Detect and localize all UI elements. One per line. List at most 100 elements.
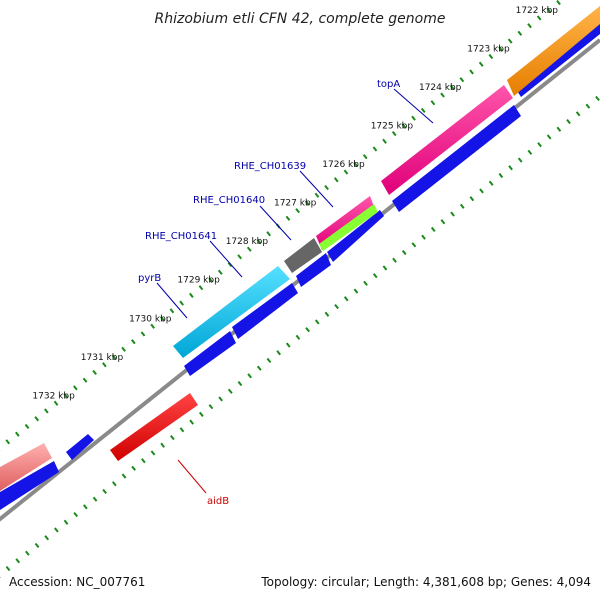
scale-tick — [83, 504, 88, 510]
scale-tick — [247, 373, 252, 379]
scale-tick — [372, 273, 378, 279]
scale-tick — [25, 550, 30, 556]
scale-tick — [179, 300, 184, 306]
scale-tick — [131, 339, 136, 345]
gene-label-RHE_CH01641: RHE_CH01641 — [145, 231, 217, 242]
scale-tick — [517, 157, 523, 163]
tick-label: 1724 kbp — [419, 83, 462, 93]
scale-tick — [440, 92, 445, 98]
tick-label: 1726 kbp — [322, 160, 365, 170]
gene-block-orange — [507, 6, 600, 96]
scale-tick — [392, 257, 397, 263]
scale-tick — [237, 254, 242, 260]
gene-labels: topA RHE_CH01639 RHE_CH01640 RHE_CH01641… — [138, 79, 400, 507]
forward-strand-features — [0, 6, 600, 491]
scale-tick — [73, 385, 78, 391]
scale-tick — [150, 450, 156, 456]
genome-summary-text: Topology: circular; Length: 4,381,608 bp… — [260, 575, 591, 589]
tick-label: 1723 kbp — [467, 45, 510, 55]
scale-tick — [372, 146, 378, 152]
accession-text: Accession: NC_007761 — [9, 575, 145, 589]
scale-tick — [353, 161, 358, 167]
scale-tick — [53, 400, 59, 406]
scale-tick — [44, 535, 50, 541]
scale-tick — [256, 365, 262, 371]
scale-tick — [556, 0, 561, 6]
scale-tick — [498, 172, 504, 179]
scale-tick — [63, 392, 69, 399]
scale-tick — [459, 203, 465, 209]
scale-tick — [314, 192, 320, 198]
scale-tick — [15, 431, 20, 437]
scale-tick — [54, 527, 59, 533]
scale-tick — [575, 111, 581, 117]
scale-tick — [595, 95, 600, 102]
gene-block-RHE_CH01641 — [173, 266, 290, 358]
scale-tick — [15, 558, 21, 564]
tick-label: 1722 kbp — [516, 6, 559, 16]
scale-tick — [189, 292, 194, 299]
tick-label: 1730 kbp — [129, 314, 172, 324]
scale-tick — [488, 53, 494, 60]
scale-tick — [44, 408, 49, 414]
scale-tick — [343, 296, 349, 302]
scale-tick — [285, 215, 291, 221]
scale-tick — [508, 165, 513, 171]
cds-block — [184, 331, 236, 376]
scale-tick — [295, 334, 301, 340]
scale-tick — [237, 380, 243, 387]
scale-tick — [449, 84, 455, 90]
tick-label: 1731 kbp — [81, 353, 124, 363]
scale-tick — [507, 38, 513, 44]
scale-tick — [73, 511, 79, 518]
scale-tick — [498, 46, 503, 52]
scale-tick — [141, 458, 146, 464]
scale-tick — [208, 404, 214, 410]
scale-tick — [334, 303, 339, 310]
scale-tick — [478, 61, 484, 67]
scale-tick — [411, 115, 416, 121]
scale-tick — [488, 180, 494, 186]
scale-tick — [333, 177, 339, 183]
scale-tick — [537, 142, 542, 148]
scale-tick — [189, 419, 194, 425]
gene-label-RHE_CH01639: RHE_CH01639 — [234, 161, 306, 172]
scale-tick — [324, 311, 330, 317]
gene-label-pyrB: pyrB — [138, 273, 161, 284]
gene-block-aidB — [110, 393, 198, 461]
scale-tick — [285, 342, 291, 348]
scale-tick — [420, 107, 426, 114]
scale-tick — [585, 103, 591, 109]
map-title: Rhizobium etli CFN 42, complete genome — [155, 11, 446, 27]
scale-tick — [391, 130, 397, 137]
outer-tick-row — [0, 0, 561, 452]
gene-block-salmon — [0, 443, 52, 491]
scale-tick — [469, 69, 474, 75]
scale-tick — [169, 308, 175, 314]
scale-tick — [527, 149, 533, 155]
tick-label: 1729 kbp — [177, 276, 220, 286]
gene-label-topA: topA — [377, 79, 400, 90]
scale-tick — [353, 288, 359, 294]
scale-tick — [208, 277, 213, 283]
scale-tick — [276, 350, 281, 356]
scale-tick — [256, 238, 262, 245]
scale-tick — [401, 123, 407, 129]
tick-label: 1727 kbp — [274, 199, 317, 209]
scale-tick — [24, 423, 30, 430]
scale-tick — [305, 327, 310, 333]
scale-tick — [131, 465, 136, 471]
scale-tick — [5, 439, 11, 445]
scale-tick — [556, 126, 562, 132]
scale-tick — [199, 411, 204, 418]
tick-label: 1725 kbp — [371, 122, 414, 132]
scale-tick — [324, 184, 329, 191]
scale-tick — [430, 226, 436, 233]
scale-tick — [121, 473, 127, 479]
scale-tick — [382, 138, 387, 144]
scale-tick — [546, 134, 552, 140]
scale-tick — [343, 169, 349, 175]
cds-block — [327, 210, 384, 262]
scale-tick — [160, 442, 165, 448]
scale-tick — [421, 234, 426, 240]
